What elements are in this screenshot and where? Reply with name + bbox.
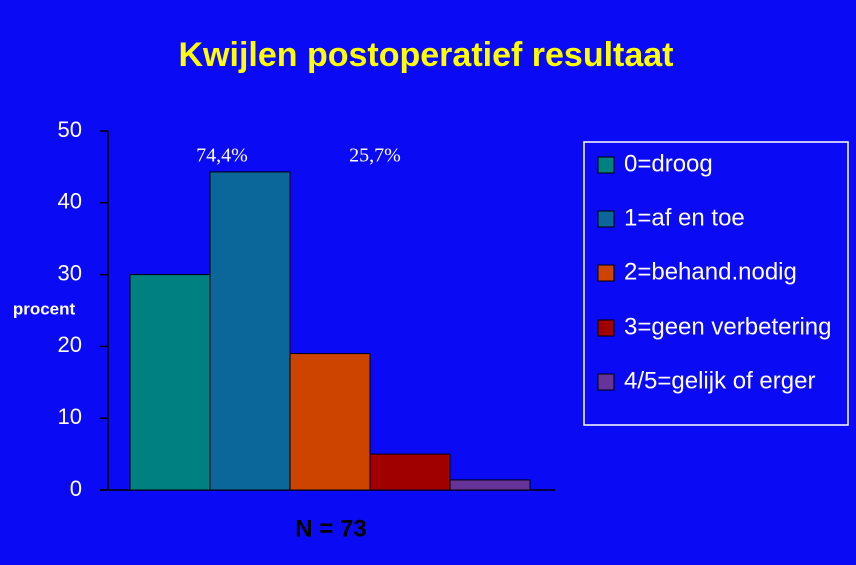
chart-title: Kwijlen postoperatief resultaat: [179, 36, 674, 74]
legend: [583, 141, 849, 426]
annotation: 74,4%: [196, 145, 248, 167]
legend-label: 0=droog: [624, 150, 713, 177]
y-tick-label: 20: [58, 332, 82, 357]
legend-swatch: [597, 210, 615, 228]
legend-swatch: [597, 373, 615, 391]
y-tick-label: 50: [58, 117, 82, 142]
legend-swatch: [597, 156, 615, 174]
y-tick-label: 40: [58, 189, 82, 214]
legend-label: 1=af en toe: [624, 204, 745, 231]
annotation: 25,7%: [349, 145, 401, 167]
legend-swatch: [597, 319, 615, 337]
x-axis-label: N = 73: [295, 515, 366, 542]
legend-swatch: [597, 264, 615, 282]
bar: [129, 274, 211, 491]
y-tick-label: 30: [58, 260, 82, 285]
bar: [289, 353, 371, 491]
y-axis-label: procent: [13, 299, 76, 318]
legend-label: 4/5=gelijk of erger: [624, 367, 815, 394]
y-tick-label: 10: [58, 404, 82, 429]
legend-label: 2=behand.nodig: [624, 258, 797, 285]
bar: [449, 479, 531, 491]
bar: [209, 171, 291, 491]
legend-label: 3=geen verbetering: [624, 313, 832, 340]
bar: [369, 453, 451, 491]
y-tick-label: 0: [70, 476, 82, 501]
